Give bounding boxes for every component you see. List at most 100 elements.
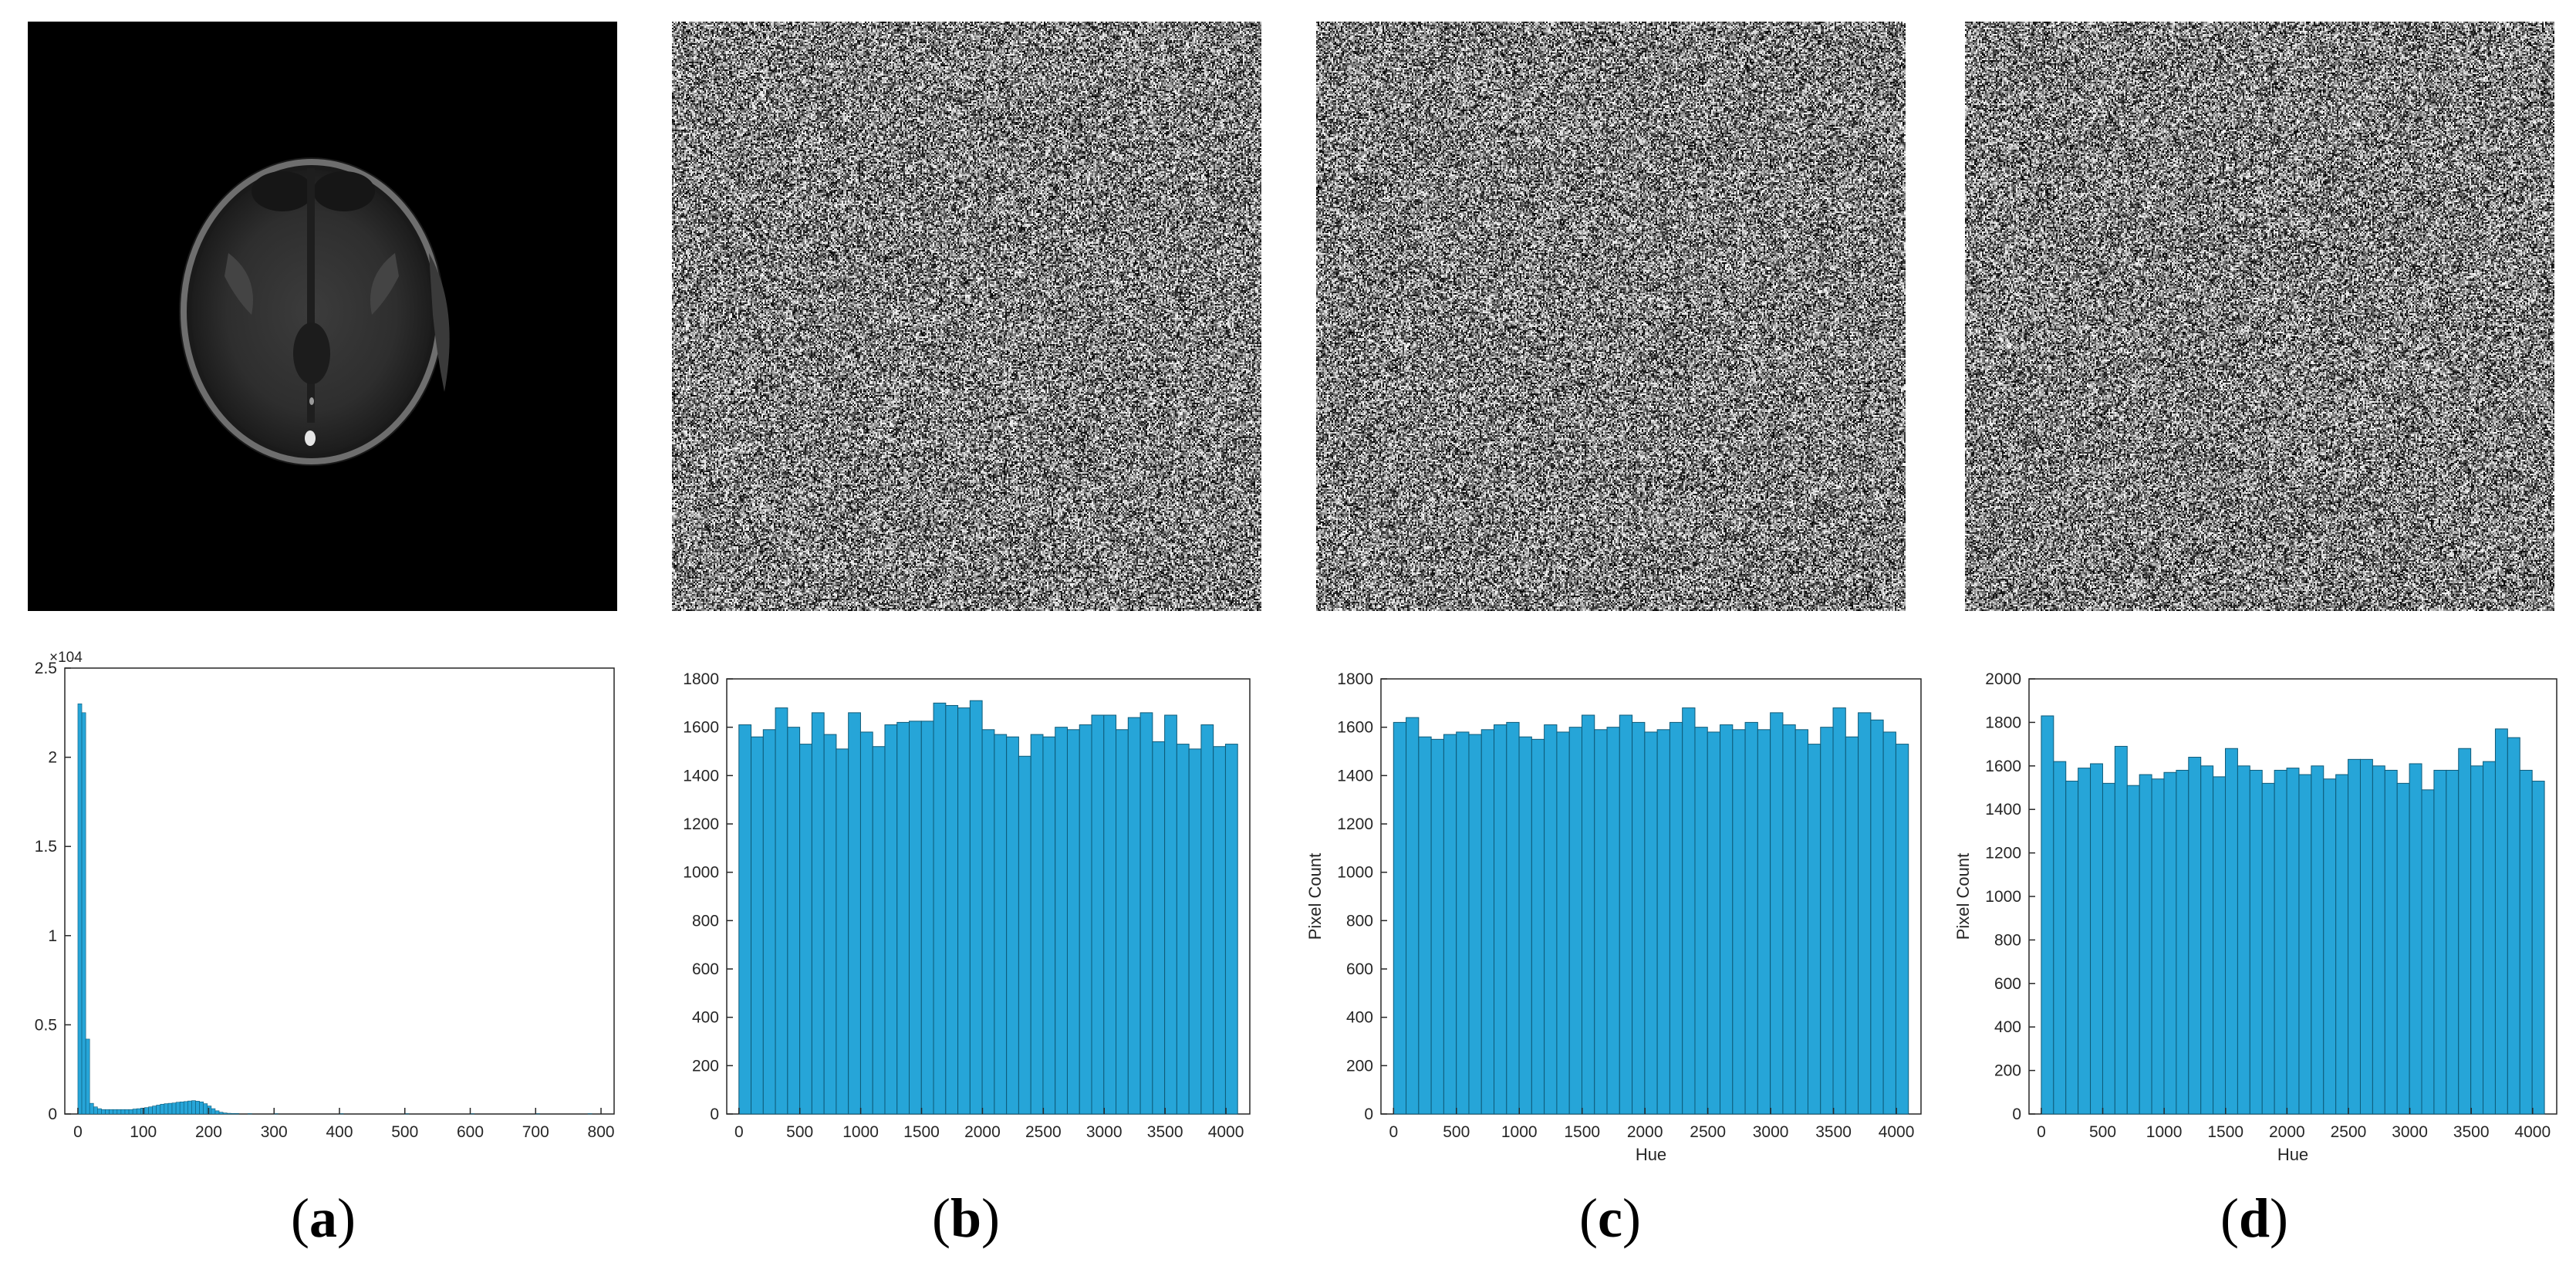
caption-c: (c)	[1579, 1187, 1641, 1249]
histogram-bar	[775, 707, 788, 1115]
histograms: 0 100 200 300 400 500 600 700 800 0 0.5 1 1.5 2 2.5×10…	[35, 650, 2557, 1164]
histogram-bar	[1164, 714, 1177, 1115]
histogram-bar	[101, 1109, 106, 1115]
y-tick-label: 2000	[1985, 670, 2021, 688]
histogram-bar	[120, 1109, 126, 1115]
histogram-bar	[859, 731, 873, 1115]
x-tick-label: 2000	[1627, 1123, 1663, 1141]
x-tick-label: 1000	[842, 1123, 879, 1141]
histogram-bar	[1091, 714, 1105, 1115]
histogram-bar	[957, 707, 971, 1115]
histogram-bar	[2483, 761, 2496, 1115]
histogram-bar	[179, 1101, 184, 1115]
histogram-bar	[2126, 785, 2140, 1115]
histogram-bar	[2311, 765, 2324, 1115]
histogram-bar	[1079, 724, 1092, 1115]
histogram-bar	[1518, 736, 1532, 1115]
histogram-bar	[762, 729, 776, 1115]
histogram-bar	[1581, 714, 1595, 1115]
histogram-bar	[124, 1109, 130, 1115]
histogram-bar	[1506, 721, 1520, 1115]
histogram-bar	[156, 1105, 161, 1115]
histogram-b: 0 500 1000 1500 2000 2500 3000 3500 4000 0 200 400 6…	[683, 670, 1251, 1141]
histogram-bar	[1152, 741, 1166, 1115]
histogram-bar	[81, 712, 86, 1115]
histogram-bar	[1858, 712, 1872, 1115]
histogram-bar	[2384, 769, 2398, 1115]
x-tick-label: 500	[2089, 1123, 2116, 1141]
encrypted-image-b	[672, 22, 1261, 611]
histogram-bar	[1820, 727, 1834, 1115]
y-tick-label: 400	[1994, 1018, 2021, 1036]
histogram-bar	[2446, 769, 2460, 1115]
histogram-bar	[2274, 769, 2287, 1115]
histogram-bar	[109, 1109, 114, 1115]
histogram-bar	[1066, 729, 1080, 1115]
histogram-bar	[2188, 757, 2202, 1115]
y-tick-label: 400	[1346, 1009, 1373, 1027]
histogram-bar	[1393, 721, 1407, 1115]
histogram-bar	[2176, 769, 2189, 1115]
histogram-bar	[2237, 765, 2250, 1115]
histogram-bar	[160, 1103, 165, 1115]
x-tick-label: 0	[1389, 1123, 1398, 1141]
histogram-bar	[1707, 731, 1721, 1115]
y-tick-label: 1800	[1985, 714, 2021, 731]
histogram-bar	[2200, 765, 2214, 1115]
histogram-bar	[235, 1113, 239, 1115]
histogram-bar	[222, 1112, 228, 1115]
histogram-bar	[113, 1109, 118, 1115]
histogram-bar	[167, 1102, 173, 1115]
x-tick-label: 500	[1443, 1123, 1470, 1141]
histogram-bar	[872, 746, 886, 1115]
histogram-bar	[105, 1109, 110, 1115]
x-tick-label: 200	[195, 1123, 222, 1141]
x-tick-label: 2000	[2269, 1123, 2305, 1141]
histogram-bar	[1127, 717, 1141, 1115]
histogram-bar	[1757, 729, 1771, 1115]
x-tick-label: 0	[734, 1123, 744, 1141]
histogram-bar	[1619, 714, 1633, 1115]
x-tick-label: 1500	[1564, 1123, 1600, 1141]
y-tick-label: 0.5	[35, 1016, 57, 1034]
y-tick-label: 1.5	[35, 838, 57, 856]
histogram-bar	[214, 1110, 220, 1115]
x-axis-label: Hue	[1636, 1145, 1666, 1164]
histogram-bar	[1744, 721, 1758, 1115]
y-tick-label: 1400	[1337, 767, 1373, 785]
x-tick-label: 100	[130, 1123, 157, 1141]
x-tick-label: 4000	[2514, 1123, 2551, 1141]
x-tick-label: 700	[522, 1123, 549, 1141]
histogram-bar	[945, 704, 959, 1115]
histogram-bar	[920, 721, 934, 1115]
y-tick-label: 1400	[683, 767, 719, 785]
histogram-bar	[2163, 771, 2177, 1115]
histogram-bar	[144, 1107, 149, 1115]
y-tick-label: 200	[1994, 1062, 2021, 1080]
histogram-bar	[848, 712, 861, 1115]
histogram-bar	[211, 1108, 216, 1115]
histogram-bar	[116, 1109, 122, 1115]
x-tick-label: 3500	[1815, 1123, 1852, 1141]
histogram-bar	[1406, 717, 1420, 1115]
histogram-bar	[2335, 774, 2349, 1115]
y-tick-label: 200	[1346, 1057, 1373, 1075]
histogram-bar	[2053, 761, 2067, 1115]
histogram-bar	[1103, 714, 1117, 1115]
histogram-bar	[1544, 724, 1558, 1115]
histogram-bar	[2139, 774, 2152, 1115]
y-tick-label: 800	[692, 912, 719, 930]
histogram-bar	[2396, 782, 2410, 1115]
histogram-bar	[1139, 712, 1153, 1115]
histogram-bar	[207, 1106, 212, 1115]
y-tick-label: 600	[1994, 975, 2021, 993]
y-axis-label: Pixel Count	[1953, 853, 1973, 940]
histogram-bar	[751, 736, 764, 1115]
histogram-bar	[187, 1100, 192, 1115]
caption-b: (b)	[931, 1187, 1000, 1249]
histogram-bar	[1042, 736, 1056, 1115]
y-tick-label: 2	[48, 749, 57, 767]
histogram-bar	[2078, 768, 2092, 1115]
x-axis-label: Hue	[2277, 1145, 2308, 1164]
histogram-bar	[136, 1108, 141, 1115]
